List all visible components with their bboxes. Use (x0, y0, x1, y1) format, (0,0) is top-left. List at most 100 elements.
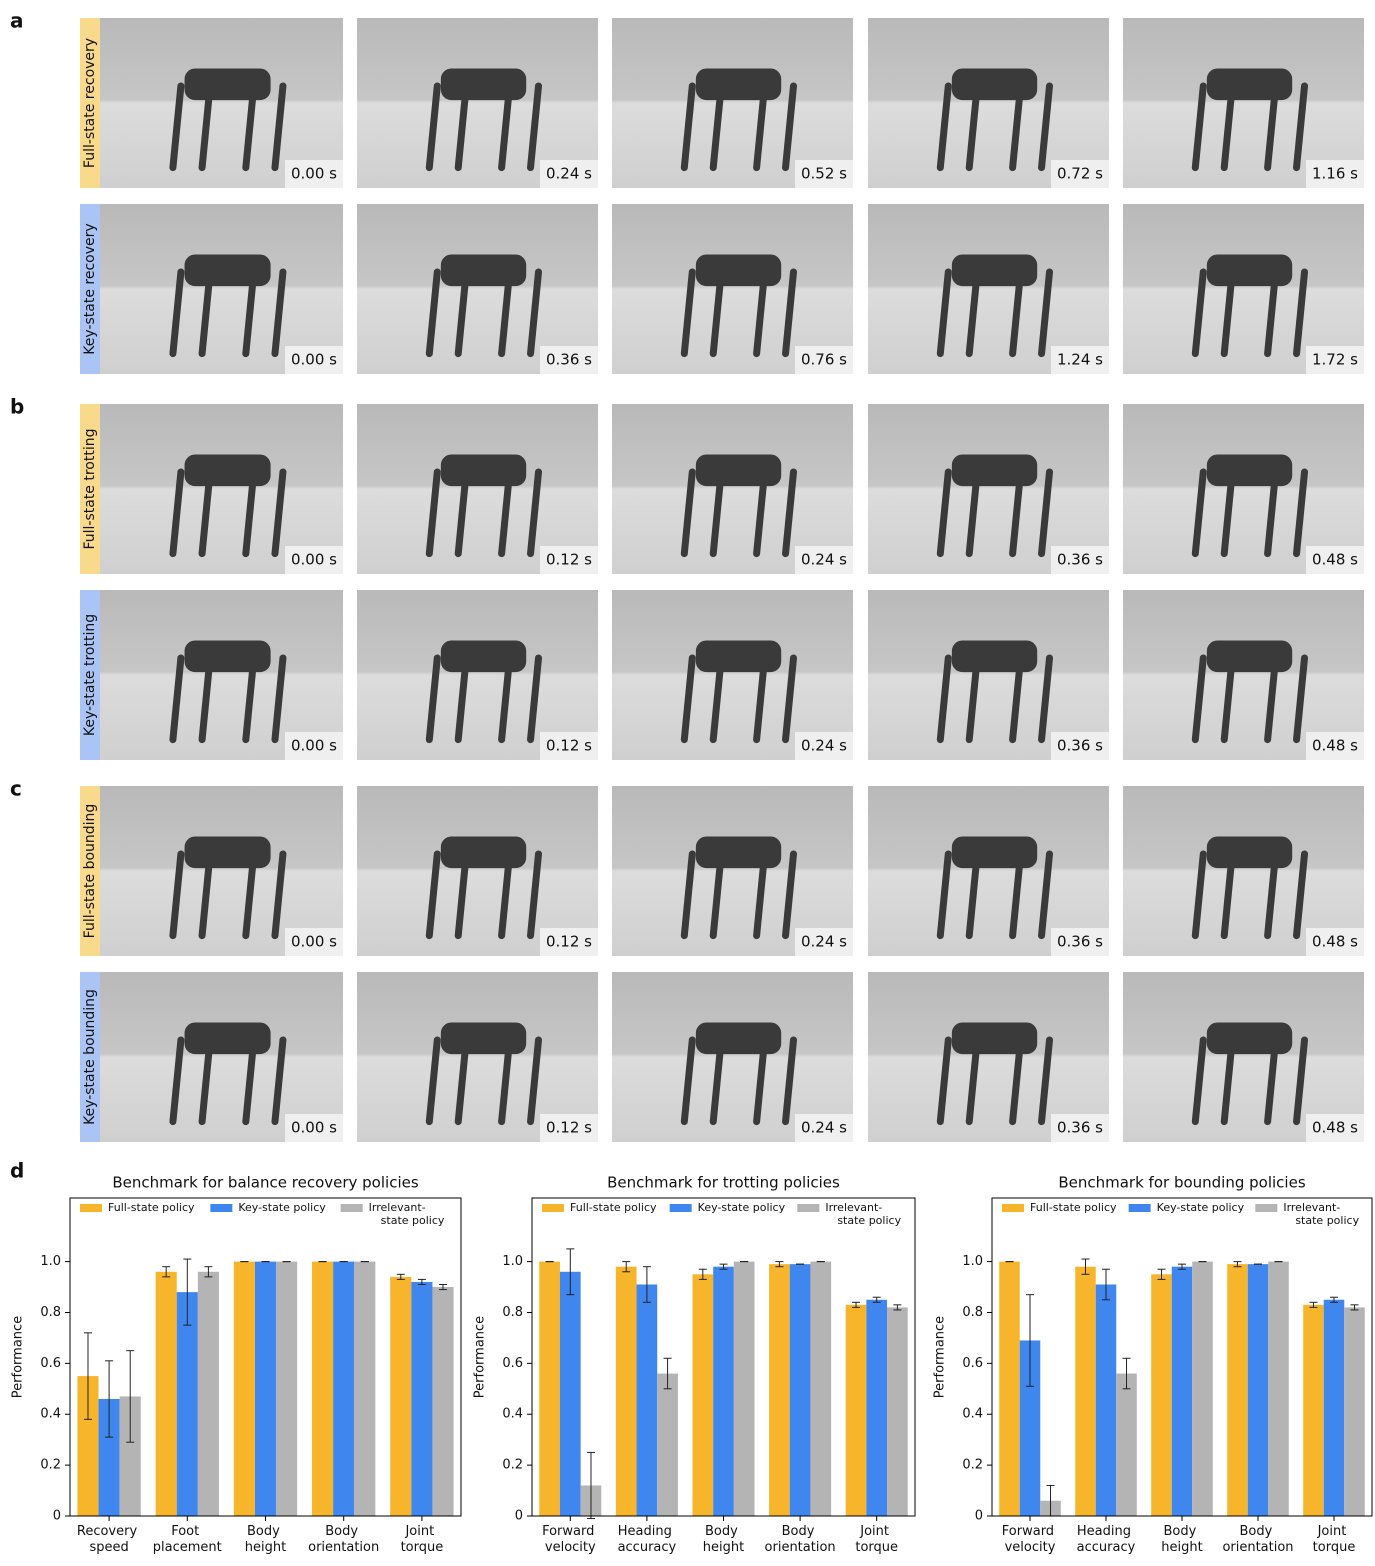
bar (1116, 1374, 1137, 1516)
x-tick-label: Body orientation (308, 1524, 379, 1555)
robot-body (952, 455, 1036, 486)
panel-label: c (10, 777, 22, 801)
time-stamp: 0.36 s (546, 351, 592, 369)
y-tick-label: 0.8 (962, 1305, 983, 1320)
chart-title: Benchmark for trotting policies (607, 1174, 840, 1192)
chart-title: Benchmark for balance recovery policies (112, 1174, 419, 1192)
time-stamp: 0.24 s (801, 551, 847, 569)
x-tick-label: Body height (245, 1524, 286, 1555)
y-tick-label: 0.4 (40, 1407, 61, 1422)
legend-label: Key-state policy (1157, 1201, 1245, 1214)
time-stamp: 0.48 s (1312, 737, 1358, 755)
robot-body (696, 837, 780, 868)
x-tick-label: Joint torque (1313, 1524, 1356, 1555)
y-tick-label: 0.6 (962, 1356, 983, 1371)
y-tick-label: 0.2 (962, 1458, 983, 1473)
robot-body (185, 455, 270, 486)
bar (734, 1262, 755, 1516)
bar (255, 1262, 276, 1516)
legend-swatch (542, 1204, 564, 1212)
legend-swatch (341, 1204, 363, 1212)
robot-body (952, 1023, 1036, 1054)
time-stamp: 0.12 s (546, 933, 592, 951)
robot-body (696, 1023, 780, 1054)
time-stamp: 0.24 s (801, 933, 847, 951)
y-tick-label: 0.4 (502, 1407, 523, 1422)
bar (1303, 1305, 1324, 1516)
y-tick-label: 1.0 (40, 1254, 61, 1269)
row-label: Full-state recovery (82, 38, 98, 168)
y-tick-label: 0.6 (40, 1356, 61, 1371)
robot-body (696, 455, 780, 486)
bar (312, 1262, 333, 1516)
y-tick-label: 0.4 (962, 1407, 983, 1422)
robot-body (185, 837, 270, 868)
legend-swatch (797, 1204, 819, 1212)
y-tick-label: 0.2 (40, 1458, 61, 1473)
time-stamp: 0.12 s (546, 737, 592, 755)
x-tick-label: Foot placement (153, 1524, 222, 1555)
bar (637, 1284, 658, 1516)
bar (887, 1307, 908, 1516)
bar (1075, 1267, 1096, 1516)
robot-body (1207, 837, 1291, 868)
time-stamp: 0.00 s (291, 351, 337, 369)
bar (999, 1262, 1020, 1516)
robot-body (952, 255, 1036, 286)
robot-body (185, 69, 270, 100)
bar (1096, 1284, 1117, 1516)
x-tick-label: Joint torque (855, 1524, 898, 1555)
robot-body (696, 641, 780, 672)
robot-body (952, 69, 1036, 100)
bar (198, 1272, 219, 1516)
robot-body (1207, 1023, 1291, 1054)
legend-label: Irrelevant-state policy (369, 1201, 445, 1227)
bar (276, 1262, 297, 1516)
y-tick-label: 0.6 (502, 1356, 523, 1371)
y-tick-label: 1.0 (962, 1254, 983, 1269)
time-stamp: 1.16 s (1312, 165, 1358, 183)
time-stamp: 0.24 s (546, 165, 592, 183)
time-stamp: 0.72 s (1057, 165, 1103, 183)
legend-swatch (80, 1204, 102, 1212)
robot-body (185, 255, 270, 286)
time-stamp: 0.00 s (291, 165, 337, 183)
bar (390, 1277, 411, 1516)
row-label: Full-state bounding (82, 804, 98, 939)
y-axis-label: Performance (473, 1316, 488, 1398)
robot-body (1207, 455, 1291, 486)
time-stamp: 0.00 s (291, 551, 337, 569)
bar (769, 1264, 790, 1516)
legend-swatch (1002, 1204, 1024, 1212)
legend-label: Irrelevant-state policy (1283, 1201, 1359, 1227)
bar (692, 1274, 713, 1516)
robot-body (185, 1023, 270, 1054)
chart-title: Benchmark for bounding policies (1058, 1174, 1305, 1192)
robot-body (1207, 641, 1291, 672)
time-stamp: 0.48 s (1312, 933, 1358, 951)
y-tick-label: 0 (975, 1509, 983, 1524)
bar (810, 1262, 831, 1516)
x-tick-label: Recovery speed (77, 1524, 141, 1555)
panel-label: d (10, 1159, 24, 1183)
time-stamp: 1.72 s (1312, 351, 1358, 369)
time-stamp: 0.24 s (801, 737, 847, 755)
time-stamp: 0.24 s (801, 1119, 847, 1137)
bar (1248, 1264, 1269, 1516)
y-tick-label: 1.0 (502, 1254, 523, 1269)
time-stamp: 0.12 s (546, 1119, 592, 1137)
legend-swatch (1255, 1204, 1277, 1212)
x-tick-label: Body height (703, 1524, 744, 1555)
panel-label: b (10, 395, 24, 419)
bar (234, 1262, 255, 1516)
legend-label: Key-state policy (238, 1201, 326, 1214)
y-axis-label: Performance (11, 1316, 26, 1398)
robot-body (696, 69, 780, 100)
panel-label: a (10, 9, 24, 33)
y-tick-label: 0.8 (502, 1305, 523, 1320)
time-stamp: 0.76 s (801, 351, 847, 369)
legend-label: Irrelevant-state policy (825, 1201, 901, 1227)
bar (1344, 1307, 1365, 1516)
x-tick-label: Joint torque (401, 1524, 444, 1555)
time-stamp: 0.48 s (1312, 551, 1358, 569)
